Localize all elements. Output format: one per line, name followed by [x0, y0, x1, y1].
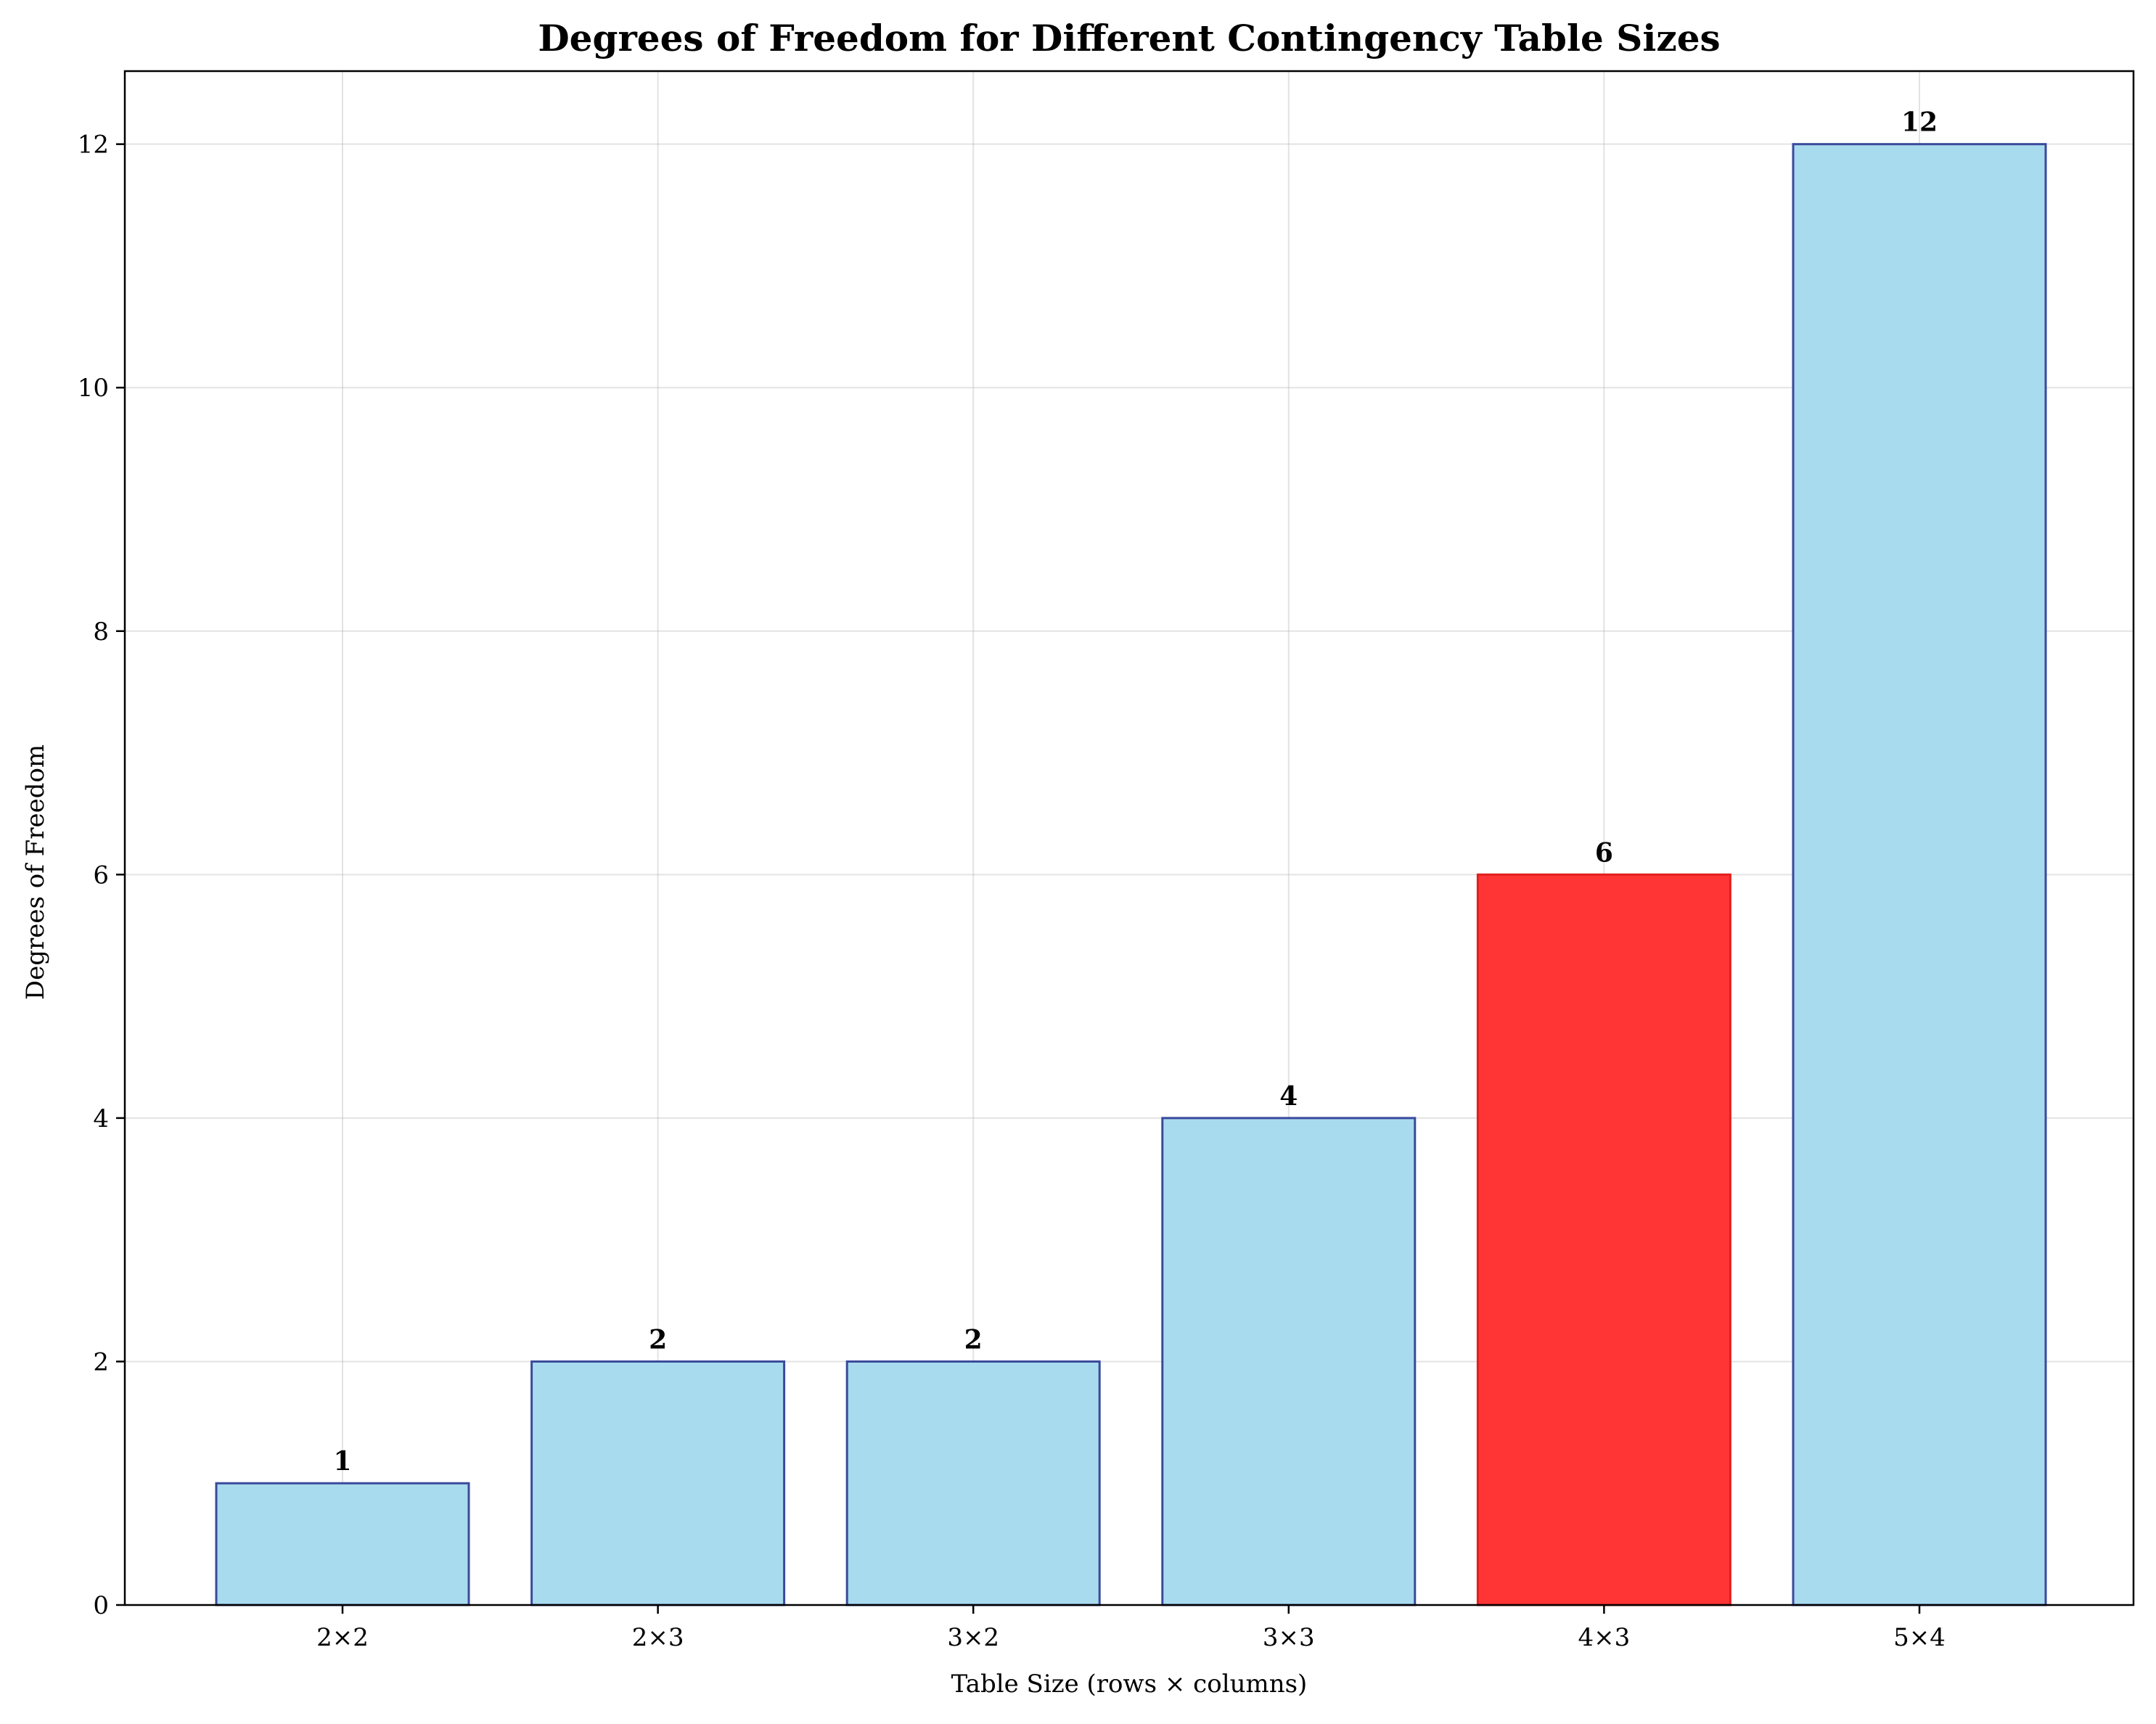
value-label: 4: [1279, 1081, 1298, 1112]
x-tick-label: 3×2: [947, 1623, 999, 1652]
bar-2×3: [530, 1360, 786, 1606]
value-label: 1: [333, 1446, 351, 1477]
value-label: 12: [1901, 107, 1938, 138]
y-tick-label: 12: [78, 131, 109, 160]
y-tick-label: 0: [93, 1591, 109, 1620]
chart-title: Degrees of Freedom for Different Conting…: [538, 17, 1720, 59]
x-tick-label: 2×2: [316, 1623, 369, 1652]
value-label: 2: [964, 1324, 983, 1355]
value-label: 6: [1595, 837, 1613, 868]
x-tick-label: 3×3: [1263, 1623, 1315, 1652]
y-tick-label: 10: [78, 374, 109, 403]
x-axis-label: Table Size (rows × columns): [951, 1670, 1308, 1699]
bar-layer: [215, 143, 2047, 1606]
bar-2×2: [215, 1482, 470, 1606]
y-tick-label: 2: [93, 1347, 109, 1376]
y-tick-label: 8: [93, 617, 109, 646]
bar-4×3: [1476, 873, 1731, 1606]
bar-3×3: [1161, 1117, 1417, 1606]
y-axis-label: Degrees of Freedom: [21, 744, 50, 1000]
bar-3×2: [845, 1360, 1101, 1606]
y-tick-label: 6: [93, 861, 109, 890]
y-tick-label: 4: [93, 1104, 109, 1133]
x-tick-label: 2×3: [632, 1623, 684, 1652]
bar-5×4: [1792, 143, 2047, 1606]
plot-frame: [123, 70, 2135, 1606]
x-tick-label: 4×3: [1578, 1623, 1631, 1652]
value-label: 2: [649, 1324, 667, 1355]
x-tick-label: 5×4: [1893, 1623, 1946, 1652]
